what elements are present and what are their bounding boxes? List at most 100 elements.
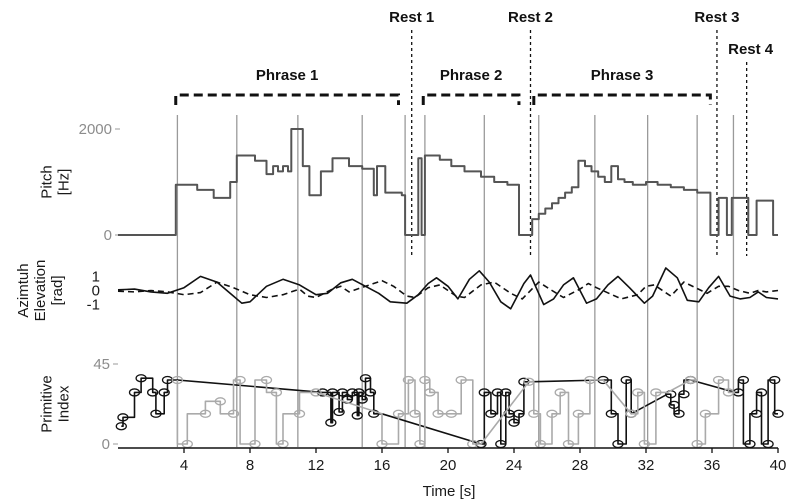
ytick-label: -1	[87, 297, 100, 314]
primitive-marker	[402, 375, 415, 385]
primitive-marker	[737, 375, 749, 385]
primitive-marker	[117, 413, 129, 422]
primitive-marker	[632, 388, 644, 397]
primitive-marker	[455, 375, 467, 385]
ytick-label: 1	[92, 268, 100, 285]
primitive-marker	[650, 388, 662, 397]
xtick-label: 24	[506, 457, 523, 474]
series-line-1	[118, 128, 778, 236]
event-lines	[176, 115, 735, 447]
ytick-label: 2000	[79, 121, 112, 138]
panel-1: 2000 0 Pitch [Hz]	[39, 121, 778, 244]
ylabel-line: [Hz]	[56, 169, 73, 196]
primitive-marker	[722, 388, 735, 397]
phrase-bracket-3	[532, 93, 712, 105]
primitive-marker	[135, 374, 147, 383]
primitive-marker	[310, 388, 322, 397]
primitive-marker	[620, 375, 632, 385]
primitive-marker	[359, 374, 372, 383]
primitive-marker	[419, 375, 431, 385]
ylabel-line: [rad]	[49, 275, 66, 305]
xtick-label: 32	[638, 457, 655, 474]
phrase-label-1: Phrase 1	[256, 67, 319, 84]
primitive-marker	[158, 388, 170, 397]
xtick-label: 8	[246, 457, 254, 474]
primitive-marker	[234, 375, 246, 385]
primitive-marker	[432, 409, 444, 418]
phrase-label-2: Phrase 2	[440, 67, 503, 84]
ylabel-line: Azimtuh	[15, 263, 32, 317]
primitive-marker	[171, 375, 184, 385]
ytick-label: 0	[104, 227, 112, 244]
xtick-label: 16	[374, 457, 391, 474]
primitive-marker	[227, 409, 240, 418]
x-axis-label: Time [s]	[423, 483, 476, 500]
primitive-marker	[769, 375, 781, 385]
primitive-marker	[513, 409, 525, 418]
ytick-label: 0	[92, 283, 100, 300]
primitive-marker	[673, 409, 685, 418]
primitive-marker	[146, 388, 159, 397]
ylabel-line: Pitch	[39, 165, 56, 198]
primitive-marker	[351, 411, 363, 420]
primitive-marker	[572, 409, 584, 418]
primitive-marker	[491, 388, 504, 397]
primitive-marker	[755, 388, 768, 397]
primitive-marker	[528, 409, 540, 418]
phrase-label-3: Phrase 3	[591, 67, 654, 84]
panel-3: 45 0 Primitive Index	[39, 356, 784, 453]
series-line-2	[176, 379, 736, 445]
primitive-marker	[115, 422, 127, 431]
primitive-marker	[150, 409, 162, 418]
primitive-marker	[409, 409, 421, 418]
primitive-marker	[270, 388, 283, 397]
xtick-label: 40	[770, 457, 787, 474]
primitive-marker	[684, 375, 697, 385]
rest-label-1: Rest 1	[389, 9, 434, 26]
primitive-marker	[128, 388, 141, 397]
primitive-marker	[523, 377, 535, 386]
primitive-marker	[346, 388, 358, 397]
primitive-marker	[353, 388, 365, 397]
primitive-marker	[554, 388, 566, 397]
primitive-marker	[478, 388, 490, 397]
primitive-marker	[333, 407, 345, 417]
primitive-marker	[605, 409, 617, 418]
xtick-label: 20	[440, 457, 457, 474]
primitive-marker	[772, 409, 784, 418]
primitive-marker	[392, 409, 405, 418]
primitive-marker	[546, 409, 558, 418]
primitive-marker	[668, 400, 680, 410]
ytick-label: 0	[102, 436, 110, 453]
primitive-marker	[424, 388, 436, 397]
xtick-label: 4	[180, 457, 188, 474]
primitive-marker	[625, 409, 637, 418]
primitive-marker	[699, 409, 712, 418]
ylabel-line: Elevation	[32, 260, 49, 322]
phrase-bracket-2	[421, 93, 521, 105]
primitive-marker	[485, 409, 497, 418]
rest-label-3: Rest 3	[694, 9, 739, 26]
xtick-label: 12	[308, 457, 325, 474]
primitive-marker	[500, 388, 512, 397]
ylabel-line: Primitive	[39, 375, 56, 433]
primitive-marker	[445, 409, 457, 418]
primitive-marker	[368, 409, 380, 418]
ylabel-line: Index	[56, 385, 73, 422]
ytick-label: 45	[93, 356, 110, 373]
primitive-marker	[199, 409, 212, 418]
rest-label-2: Rest 2	[508, 9, 553, 26]
primitive-marker	[356, 395, 368, 404]
series-line-2	[117, 279, 779, 300]
primitive-marker	[508, 418, 520, 427]
phrase-rest-annotations: Phrase 1 Phrase 2 Phrase 3 Rest 1 Rest 2 Rest…	[174, 9, 774, 256]
series-line-1	[117, 267, 779, 310]
primitive-marker	[364, 388, 377, 397]
primitive-marker	[325, 418, 337, 427]
rest-label-4: Rest 4	[728, 41, 774, 58]
phrase-bracket-1	[174, 93, 400, 105]
primitive-marker	[214, 397, 226, 406]
panel-2: 10-1 Azimtuh Elevation [rad]	[15, 260, 779, 322]
